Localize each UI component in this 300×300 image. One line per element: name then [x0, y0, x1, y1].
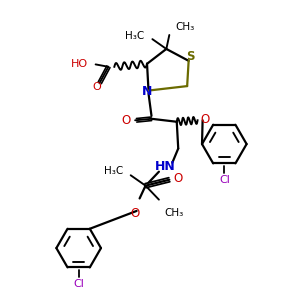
Text: CH₃: CH₃ — [175, 22, 194, 32]
Text: CH₃: CH₃ — [164, 208, 184, 218]
Text: Cl: Cl — [220, 175, 230, 185]
Text: S: S — [186, 50, 194, 63]
Text: O: O — [200, 113, 209, 126]
Text: O: O — [122, 114, 131, 127]
Text: HN: HN — [154, 160, 175, 173]
Text: O: O — [93, 82, 101, 92]
Text: HO: HO — [71, 59, 88, 69]
Text: H₃C: H₃C — [104, 166, 123, 176]
Text: O: O — [173, 172, 182, 185]
Text: O: O — [130, 207, 140, 220]
Text: H₃C: H₃C — [125, 31, 144, 40]
Text: Cl: Cl — [74, 279, 85, 289]
Text: N: N — [142, 85, 152, 98]
